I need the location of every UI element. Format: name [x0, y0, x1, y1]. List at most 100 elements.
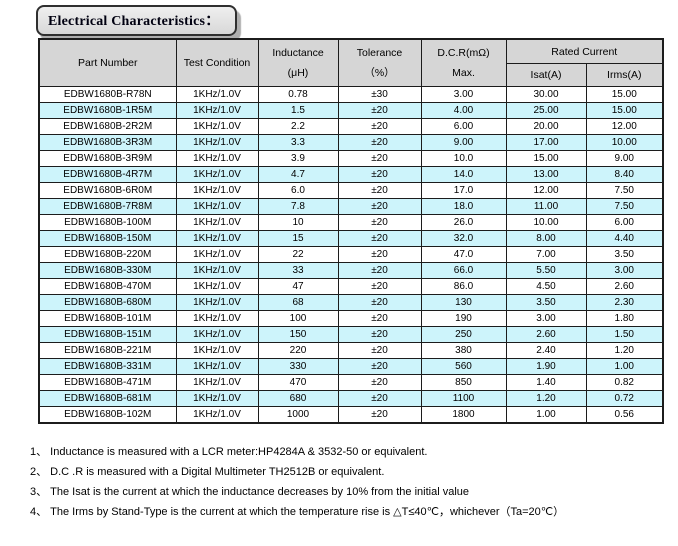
table-cell: 4.00 — [420, 102, 507, 119]
table-cell: 1800 — [420, 406, 507, 424]
table-row: EDBW1680B-2R2M 1KHz/1.0V 2.2 ±20 6.00 20.00 12… — [38, 118, 664, 135]
table-cell: 1100 — [420, 390, 507, 407]
table-cell: 220 — [257, 342, 339, 359]
table-row: EDBW1680B-681M 1KHz/1.0V 680 ±20 1100 1.20 0.7… — [38, 390, 664, 407]
table-cell: EDBW1680B-471M — [38, 374, 177, 391]
col-header-test-condition: Test Condition — [175, 38, 259, 87]
table-cell: 1.00 — [585, 358, 664, 375]
table-cell: 1KHz/1.0V — [175, 278, 259, 295]
table-cell: 2.60 — [505, 326, 587, 343]
table-cell: EDBW1680B-151M — [38, 326, 177, 343]
table-cell: 1KHz/1.0V — [175, 310, 259, 327]
table-cell: 2.2 — [257, 118, 339, 135]
table-row: EDBW1680B-R78N 1KHz/1.0V 0.78 ±30 3.00 30.00 1… — [38, 86, 664, 103]
table-cell: EDBW1680B-100M — [38, 214, 177, 231]
table-cell: 17.0 — [420, 182, 507, 199]
table-cell: 3.50 — [505, 294, 587, 311]
table-cell: 7.50 — [585, 198, 664, 215]
table-cell: 25.00 — [505, 102, 587, 119]
table-cell: 1KHz/1.0V — [175, 374, 259, 391]
section-title: Electrical Characteristics： — [36, 5, 238, 36]
table-row: EDBW1680B-151M 1KHz/1.0V 150 ±20 250 2.60 1.50 — [38, 326, 664, 343]
table-cell: EDBW1680B-3R3M — [38, 134, 177, 151]
table-cell: ±20 — [337, 278, 422, 295]
table-cell: 1KHz/1.0V — [175, 86, 259, 103]
table-cell: 560 — [420, 358, 507, 375]
table-row: EDBW1680B-100M 1KHz/1.0V 10 ±20 26.0 10.00 6.0… — [38, 214, 664, 231]
col-header-isat: Isat(A) — [505, 63, 587, 87]
table-cell: ±20 — [337, 342, 422, 359]
table-cell: 18.0 — [420, 198, 507, 215]
col-header-tolerance-name: Tolerance — [356, 47, 403, 59]
col-header-inductance: Inductance (μH) — [257, 38, 339, 87]
table-cell: 3.00 — [585, 262, 664, 279]
table-cell: 1.20 — [585, 342, 664, 359]
table-row: EDBW1680B-102M 1KHz/1.0V 1000 ±20 1800 1.00 0.… — [38, 406, 664, 424]
table-cell: 1KHz/1.0V — [175, 134, 259, 151]
table-cell: 1KHz/1.0V — [175, 294, 259, 311]
table-cell: 7.8 — [257, 198, 339, 215]
table-cell: 130 — [420, 294, 507, 311]
col-header-inductance-unit: (μH) — [287, 67, 309, 79]
table-cell: 15.00 — [505, 150, 587, 167]
table-cell: 4.40 — [585, 230, 664, 247]
table-cell: 10 — [257, 214, 339, 231]
table-cell: 3.00 — [420, 86, 507, 103]
table-cell: 1KHz/1.0V — [175, 166, 259, 183]
table-cell: EDBW1680B-680M — [38, 294, 177, 311]
col-header-part-number: Part Number — [38, 38, 177, 87]
table-cell: ±30 — [337, 86, 422, 103]
table-cell: 330 — [257, 358, 339, 375]
table-row: EDBW1680B-150M 1KHz/1.0V 15 ±20 32.0 8.00 4.40 — [38, 230, 664, 247]
note-1: 1、 Inductance is measured with a LCR met… — [30, 446, 428, 458]
table-cell: 1000 — [257, 406, 339, 424]
table-cell: 6.00 — [585, 214, 664, 231]
table-cell: 1.5 — [257, 102, 339, 119]
table-cell: 10.0 — [420, 150, 507, 167]
table-cell: ±20 — [337, 326, 422, 343]
col-header-irms: Irms(A) — [585, 63, 664, 87]
table-cell: 9.00 — [585, 150, 664, 167]
table-cell: 86.0 — [420, 278, 507, 295]
col-header-dcr-max: Max. — [452, 67, 475, 79]
table-row: EDBW1680B-101M 1KHz/1.0V 100 ±20 190 3.00 1.80 — [38, 310, 664, 327]
table-cell: ±20 — [337, 118, 422, 135]
col-header-dcr: D.C.R(mΩ) Max. — [420, 38, 507, 87]
table-cell: ±20 — [337, 246, 422, 263]
table-cell: ±20 — [337, 150, 422, 167]
table-cell: EDBW1680B-3R9M — [38, 150, 177, 167]
table-cell: 15 — [257, 230, 339, 247]
table-cell: 14.0 — [420, 166, 507, 183]
table-row: EDBW1680B-221M 1KHz/1.0V 220 ±20 380 2.40 1.20 — [38, 342, 664, 359]
table-cell: 4.50 — [505, 278, 587, 295]
table-cell: 0.72 — [585, 390, 664, 407]
table-cell: ±20 — [337, 102, 422, 119]
table-cell: 0.56 — [585, 406, 664, 424]
table-cell: 10.00 — [585, 134, 664, 151]
table-cell: 6.00 — [420, 118, 507, 135]
table-cell: 12.00 — [585, 118, 664, 135]
table-header: Part Number Test Condition Inductance (μ… — [38, 38, 664, 87]
table-cell: 1.50 — [585, 326, 664, 343]
table-cell: 32.0 — [420, 230, 507, 247]
table-cell: 22 — [257, 246, 339, 263]
table-cell: 190 — [420, 310, 507, 327]
table-cell: EDBW1680B-2R2M — [38, 118, 177, 135]
table-cell: 8.40 — [585, 166, 664, 183]
table-cell: 3.9 — [257, 150, 339, 167]
table-cell: ±20 — [337, 182, 422, 199]
table-cell: 1KHz/1.0V — [175, 390, 259, 407]
table-cell: ±20 — [337, 166, 422, 183]
table-cell: 1.20 — [505, 390, 587, 407]
table-cell: 13.00 — [505, 166, 587, 183]
table-cell: ±20 — [337, 198, 422, 215]
table-row: EDBW1680B-3R9M 1KHz/1.0V 3.9 ±20 10.0 15.00 9.… — [38, 150, 664, 167]
table-cell: 1KHz/1.0V — [175, 246, 259, 263]
table-cell: 680 — [257, 390, 339, 407]
table-cell: 470 — [257, 374, 339, 391]
col-header-tolerance-unit: （%） — [364, 67, 395, 79]
table-cell: 1KHz/1.0V — [175, 102, 259, 119]
table-cell: 1.90 — [505, 358, 587, 375]
table-cell: 20.00 — [505, 118, 587, 135]
table-row: EDBW1680B-3R3M 1KHz/1.0V 3.3 ±20 9.00 17.00 10… — [38, 134, 664, 151]
